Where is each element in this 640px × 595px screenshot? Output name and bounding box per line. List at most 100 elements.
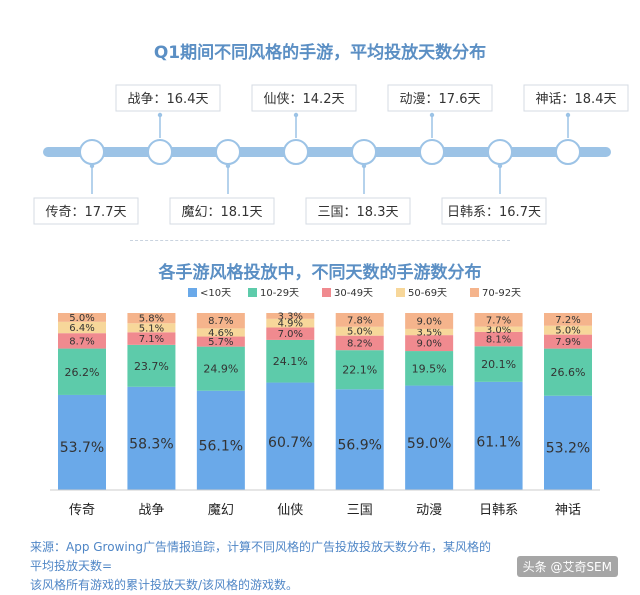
bar-segment	[335, 335, 384, 351]
data-label: 9.0%	[416, 339, 441, 350]
data-label: 7.2%	[555, 315, 580, 326]
timeline-label: 传奇：17.7天	[46, 204, 127, 220]
bar-segment	[335, 350, 384, 390]
data-label: 56.9%	[337, 438, 381, 454]
legend-label: 10-29天	[260, 288, 299, 299]
bar-segment	[127, 344, 176, 387]
bar-segment	[196, 313, 245, 329]
timeline-label: 三国：18.3天	[318, 205, 399, 220]
bar-segment	[58, 321, 106, 334]
legend-label: 30-49天	[334, 288, 373, 299]
timeline-leader-dot	[429, 112, 435, 118]
x-tick-label: 战争	[138, 503, 164, 518]
bar-segment	[266, 318, 315, 328]
data-label: 4.6%	[208, 328, 233, 339]
timeline-node	[351, 139, 377, 165]
timeline-leader-dot	[565, 112, 571, 118]
data-label: 19.5%	[412, 362, 447, 375]
bar-segment	[544, 325, 592, 335]
bar-segment	[335, 326, 384, 336]
bar-segment	[405, 351, 454, 386]
bar-segment	[266, 382, 315, 490]
bar-segment	[266, 327, 315, 340]
legend-swatch	[248, 288, 257, 297]
bar-segment	[266, 339, 315, 383]
timeline-node	[487, 139, 513, 165]
timeline-title: Q1期间不同风格的手游，平均投放天数分布	[153, 43, 487, 63]
data-label: 23.7%	[134, 360, 169, 373]
timeline-label-box	[251, 84, 357, 112]
bar-segment	[474, 381, 523, 490]
bar-segment	[474, 313, 523, 327]
stacked-bar-chart: <10天 10-29天 30-49天 50-69天 70-92天 53.7% 26.2% 8.…	[50, 288, 600, 518]
data-label: 7.1%	[139, 334, 164, 345]
data-label: 26.2%	[65, 366, 100, 379]
timeline-label: 仙侠：14.2天	[264, 92, 345, 107]
data-label: 5.8%	[139, 314, 164, 325]
source-line-2: 该风格所有游戏的累计投放天数/该风格的游戏数。	[30, 578, 299, 592]
legend-swatch	[470, 288, 479, 297]
timeline-label-box	[115, 84, 221, 112]
timeline-label: 日韩系：16.7天	[447, 205, 541, 220]
bar-segment	[127, 332, 176, 345]
x-tick-label: 动漫	[416, 503, 442, 518]
bar-segment	[58, 394, 106, 490]
x-tick-label: 仙侠	[277, 503, 303, 518]
timeline-leader-dot	[293, 112, 299, 118]
bar-segment	[474, 326, 523, 332]
timeline-label: 魔幻：18.1天	[182, 205, 263, 220]
legend-swatch	[188, 288, 197, 297]
x-tick-label: 魔幻	[208, 503, 234, 518]
timeline-label-box	[523, 84, 629, 112]
timeline-node	[283, 139, 309, 165]
data-label: 58.3%	[129, 437, 173, 453]
timeline-label-box	[441, 197, 547, 225]
bar-segment	[544, 395, 592, 490]
data-label: 24.1%	[273, 355, 308, 368]
data-label: 8.7%	[208, 316, 233, 327]
chart-title: 各手游风格投放中，不同天数的手游数分布	[158, 263, 482, 283]
data-label: 4.9%	[278, 319, 303, 330]
data-label: 9.0%	[416, 316, 441, 327]
legend-swatch	[396, 288, 405, 297]
bar-segment	[544, 348, 592, 396]
legend-swatch	[322, 288, 331, 297]
data-label: 7.8%	[347, 315, 372, 326]
bar-segment	[405, 313, 454, 329]
bar-segment	[266, 313, 315, 319]
bar-segment	[474, 346, 523, 382]
timeline-node	[215, 139, 241, 165]
timeline-node	[79, 139, 105, 165]
bar-segment	[58, 313, 106, 322]
data-label: 5.7%	[208, 337, 233, 348]
bar-segment	[196, 336, 245, 347]
data-label: 53.7%	[60, 440, 104, 456]
bar-segment	[196, 346, 245, 391]
data-label: 3.0%	[486, 325, 511, 336]
data-label: 5.0%	[555, 326, 580, 337]
data-label: 7.7%	[486, 315, 511, 326]
watermark: 头条 @艾奇SEM	[516, 556, 618, 577]
legend-label: 70-92天	[482, 288, 521, 299]
bar-segment	[58, 333, 106, 349]
data-label: 61.1%	[476, 435, 520, 451]
timeline-leader-dot	[157, 112, 163, 118]
timeline-node	[147, 139, 173, 165]
bar-segment	[335, 389, 384, 490]
data-label: 56.1%	[199, 438, 243, 454]
data-label: 8.1%	[486, 335, 511, 346]
data-label: 53.2%	[546, 440, 590, 456]
timeline-label: 动漫：17.6天	[400, 92, 481, 107]
data-label: 3.3%	[278, 311, 303, 322]
data-label: 22.1%	[342, 364, 377, 377]
data-label: 60.7%	[268, 435, 312, 451]
bar-segment	[405, 335, 454, 352]
bar-segment	[544, 334, 592, 349]
bar-segment	[196, 328, 245, 337]
timeline-label-box	[305, 197, 411, 225]
data-label: 7.9%	[555, 337, 580, 348]
bar-segment	[405, 385, 454, 490]
bar-segment	[127, 386, 176, 490]
x-tick-label: 神话	[555, 503, 581, 518]
